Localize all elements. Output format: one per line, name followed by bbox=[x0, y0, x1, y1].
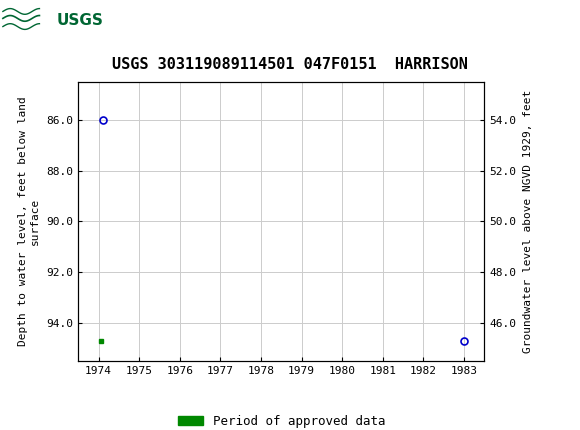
Y-axis label: Groundwater level above NGVD 1929, feet: Groundwater level above NGVD 1929, feet bbox=[523, 90, 533, 353]
Text: USGS: USGS bbox=[57, 13, 104, 28]
FancyBboxPatch shape bbox=[3, 3, 84, 37]
Text: USGS 303119089114501 047F0151  HARRISON: USGS 303119089114501 047F0151 HARRISON bbox=[112, 57, 468, 72]
Y-axis label: Depth to water level, feet below land
surface: Depth to water level, feet below land su… bbox=[18, 97, 39, 346]
Legend: Period of approved data: Period of approved data bbox=[172, 410, 390, 430]
